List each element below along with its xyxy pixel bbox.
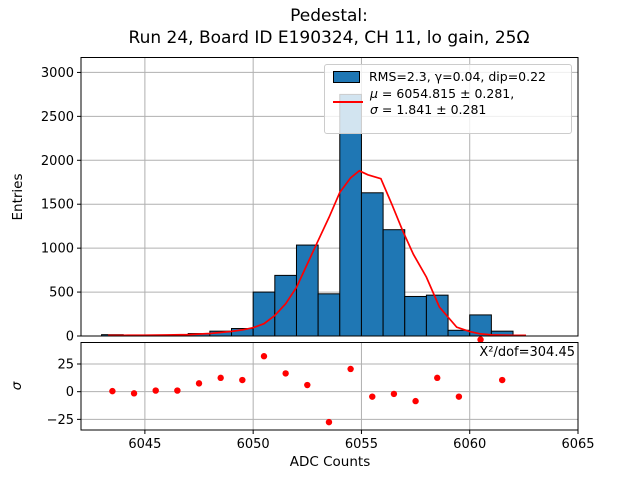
chi2-annotation: X²/dof=304.45 [479, 345, 575, 360]
chart-title-line2: Run 24, Board ID E190324, CH 11, lo gain… [129, 28, 530, 48]
residual-panel-frame [80, 342, 579, 431]
tick-label: 6055 [345, 437, 378, 452]
residual-point [499, 376, 506, 384]
mu-symbol: μ [370, 86, 378, 101]
legend-label-fit: μ = 6054.815 ± 0.281, σ = 1.841 ± 0.281 [370, 86, 514, 118]
legend: RMS=2.3, γ=0.04, dip=0.22 μ = 6054.815 ±… [324, 64, 572, 134]
residual-point [455, 393, 463, 400]
residual-point [347, 365, 354, 373]
histogram-bar [360, 192, 384, 337]
chart-title-line1: Pedestal: [290, 6, 368, 26]
histogram-bar [404, 295, 427, 337]
histogram-bar [295, 244, 319, 337]
residual-point [130, 390, 138, 397]
residual-point [390, 390, 398, 398]
fit-line-swatch [333, 101, 363, 103]
histogram-swatch [333, 70, 360, 83]
tick-label: 25 [57, 357, 74, 372]
histogram-bar [252, 291, 276, 337]
histogram-bar [382, 229, 406, 337]
tick-label: 2500 [41, 110, 74, 125]
tick-label: 500 [49, 286, 74, 301]
tick-label: 3000 [41, 66, 74, 81]
residual-point [434, 374, 441, 382]
y-axis-label-sigma: σ [9, 381, 25, 390]
residual-point [109, 387, 116, 395]
x-axis-label: ADC Counts [290, 454, 370, 470]
tick-label: 1500 [41, 198, 74, 213]
histogram-bar [317, 293, 341, 337]
y-axis-label-entries: Entries [10, 173, 26, 220]
tick-label: 6065 [561, 437, 594, 452]
tick-label: 6050 [237, 437, 270, 452]
residual-point [217, 374, 224, 382]
residual-point [174, 387, 181, 394]
tick-label: 1000 [41, 242, 74, 257]
sigma-symbol: σ [370, 102, 378, 117]
tick-label: 2000 [41, 154, 74, 169]
residual-point [369, 393, 376, 400]
histogram-bar [274, 274, 297, 337]
tick-label: 6045 [128, 437, 161, 452]
legend-entry-fit: μ = 6054.815 ± 0.281, σ = 1.841 ± 0.281 [333, 86, 563, 118]
tick-label: 0 [66, 385, 74, 400]
residual-point [152, 387, 159, 394]
gaussian-fit-curve [108, 169, 527, 337]
residual-point [282, 370, 289, 377]
residual-point [239, 376, 246, 384]
main-panel-frame [80, 57, 579, 337]
mu-value: = 6054.815 ± 0.281, [377, 86, 515, 101]
tick-label: −25 [47, 413, 74, 428]
residual-point [477, 336, 484, 343]
residual-point [195, 380, 203, 387]
legend-entry-histogram: RMS=2.3, γ=0.04, dip=0.22 [333, 69, 563, 84]
residual-point [260, 353, 268, 360]
residual-point [325, 418, 333, 426]
legend-label-histogram: RMS=2.3, γ=0.04, dip=0.22 [369, 69, 547, 84]
residual-point [304, 381, 311, 389]
tick-label: 0 [66, 330, 74, 345]
residual-point [412, 397, 419, 405]
sigma-value: = 1.841 ± 0.281 [377, 102, 487, 117]
tick-label: 6060 [453, 437, 486, 452]
